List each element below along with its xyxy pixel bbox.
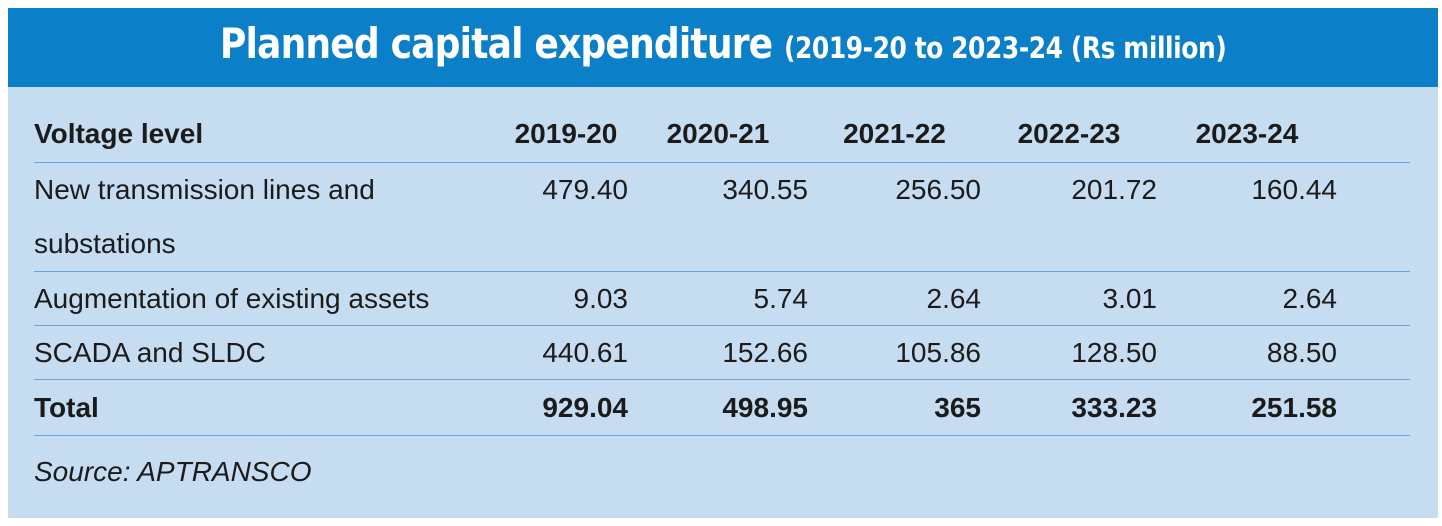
table-cell: 2.64 <box>808 271 981 326</box>
table-cell: 128.50 <box>981 325 1157 380</box>
total-label: Total <box>34 379 504 436</box>
row-spacer <box>1337 379 1410 436</box>
table-row: New transmission lines and substations 4… <box>34 162 1410 272</box>
row-label-line1: New transmission lines and <box>34 174 375 205</box>
table-row: Augmentation of existing assets 9.03 5.7… <box>34 271 1410 326</box>
table-row: SCADA and SLDC 440.61 152.66 105.86 128.… <box>34 325 1410 380</box>
cell-value: 340.55 <box>722 174 808 205</box>
total-cell: 333.23 <box>981 379 1157 436</box>
total-cell: 929.04 <box>504 379 628 436</box>
source-note: Source: APTRANSCO <box>34 456 312 487</box>
table-cell: 340.55 <box>628 162 808 272</box>
row-spacer <box>1337 162 1410 272</box>
header-row: Voltage level 2019-20 2020-21 2021-22 20… <box>34 105 1410 163</box>
row-label: Augmentation of existing assets <box>34 271 504 326</box>
table-cell: 160.44 <box>1157 162 1337 272</box>
total-cell: 251.58 <box>1157 379 1337 436</box>
row-spacer <box>1337 271 1410 326</box>
row-spacer <box>1337 325 1410 380</box>
column-header-2021-22: 2021-22 <box>808 105 981 163</box>
cell-value: 201.72 <box>1071 174 1157 205</box>
table-cell: 5.74 <box>628 271 808 326</box>
table-cell: 105.86 <box>808 325 981 380</box>
table-cell: 256.50 <box>808 162 981 272</box>
header-spacer <box>1337 105 1410 163</box>
row-label: New transmission lines and substations <box>34 162 504 272</box>
row-label-line2: substations <box>34 228 176 259</box>
expenditure-panel: Planned capital expenditure (2019-20 to … <box>8 8 1438 518</box>
total-cell: 498.95 <box>628 379 808 436</box>
cell-value: 479.40 <box>542 174 628 205</box>
table-cell: 3.01 <box>981 271 1157 326</box>
total-cell: 365 <box>808 379 981 436</box>
table-cell: 88.50 <box>1157 325 1337 380</box>
table-cell: 152.66 <box>628 325 808 380</box>
table-cell: 9.03 <box>504 271 628 326</box>
total-row: Total 929.04 498.95 365 333.23 251.58 <box>34 379 1410 436</box>
expenditure-table: Voltage level 2019-20 2020-21 2021-22 20… <box>34 105 1410 436</box>
table-cell: 440.61 <box>504 325 628 380</box>
panel-subtitle: (2019-20 to 2023-24 (Rs million) <box>783 31 1227 65</box>
column-header-2023-24: 2023-24 <box>1157 105 1337 163</box>
table-cell: 479.40 <box>504 162 628 272</box>
column-header-2019-20: 2019-20 <box>504 105 628 163</box>
table-cell: 201.72 <box>981 162 1157 272</box>
cell-value: 160.44 <box>1251 174 1337 205</box>
table-cell: 2.64 <box>1157 271 1337 326</box>
column-header-voltage-level: Voltage level <box>34 105 504 163</box>
panel-header: Planned capital expenditure (2019-20 to … <box>8 8 1438 87</box>
title-text: Planned capital expenditure <box>219 19 773 68</box>
row-label: SCADA and SLDC <box>34 325 504 380</box>
panel-title: Planned capital expenditure (2019-20 to … <box>219 19 1227 68</box>
column-header-2020-21: 2020-21 <box>628 105 808 163</box>
cell-value: 256.50 <box>895 174 981 205</box>
column-header-2022-23: 2022-23 <box>981 105 1157 163</box>
